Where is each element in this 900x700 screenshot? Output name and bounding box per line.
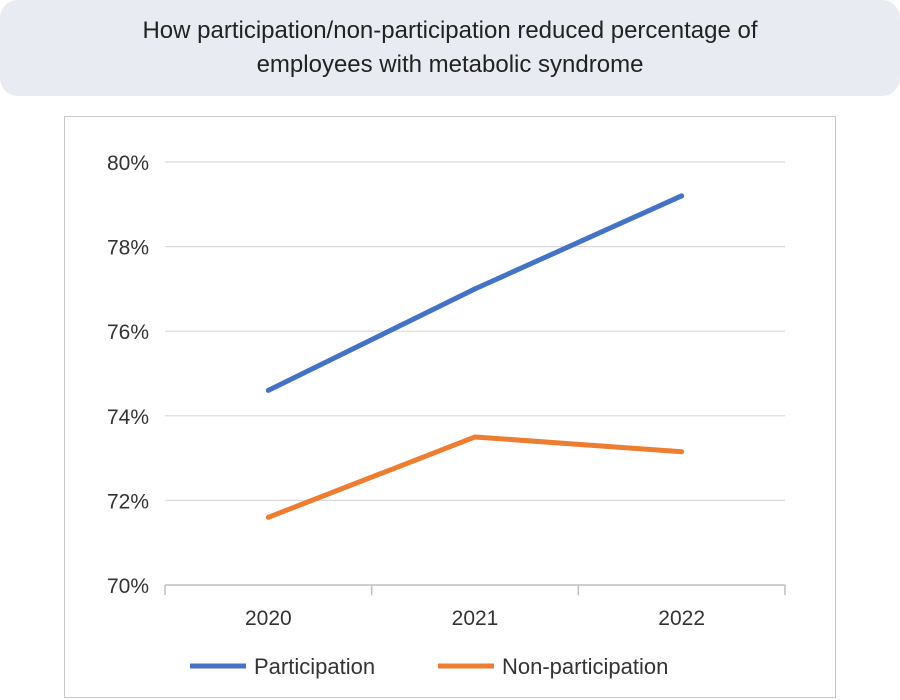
y-tick-label: 70% bbox=[107, 575, 149, 598]
gridlines bbox=[165, 161, 785, 501]
data-point bbox=[679, 193, 685, 199]
x-tick-label: 2022 bbox=[658, 607, 705, 630]
series-line-participation bbox=[267, 193, 683, 393]
chart-title: How participation/non-participation redu… bbox=[142, 17, 758, 78]
chart-title-banner: How participation/non-participation redu… bbox=[0, 0, 900, 96]
y-tick-label: 72% bbox=[107, 490, 149, 513]
y-tick-label: 78% bbox=[107, 237, 149, 260]
data-point bbox=[265, 514, 271, 520]
x-tick-label: 2020 bbox=[245, 607, 292, 630]
data-point bbox=[472, 286, 478, 292]
data-point bbox=[679, 449, 685, 455]
y-tick-label: 74% bbox=[107, 406, 149, 429]
data-point bbox=[472, 434, 478, 440]
legend-label-non-participation: Non-participation bbox=[502, 654, 668, 679]
series-lines bbox=[265, 193, 685, 520]
series-line-non-participation bbox=[267, 434, 682, 520]
legend-label-participation: Participation bbox=[254, 654, 375, 679]
y-tick-label: 80% bbox=[107, 152, 149, 175]
x-tick-label: 2021 bbox=[452, 607, 499, 630]
y-tick-label: 76% bbox=[107, 321, 149, 344]
data-point bbox=[265, 387, 271, 393]
legend: Participation Non-participation bbox=[190, 654, 668, 679]
axes: 70% 72% 74% 76% 78% 80% 2020 2021 2022 bbox=[107, 152, 786, 630]
chart-frame bbox=[64, 116, 836, 698]
